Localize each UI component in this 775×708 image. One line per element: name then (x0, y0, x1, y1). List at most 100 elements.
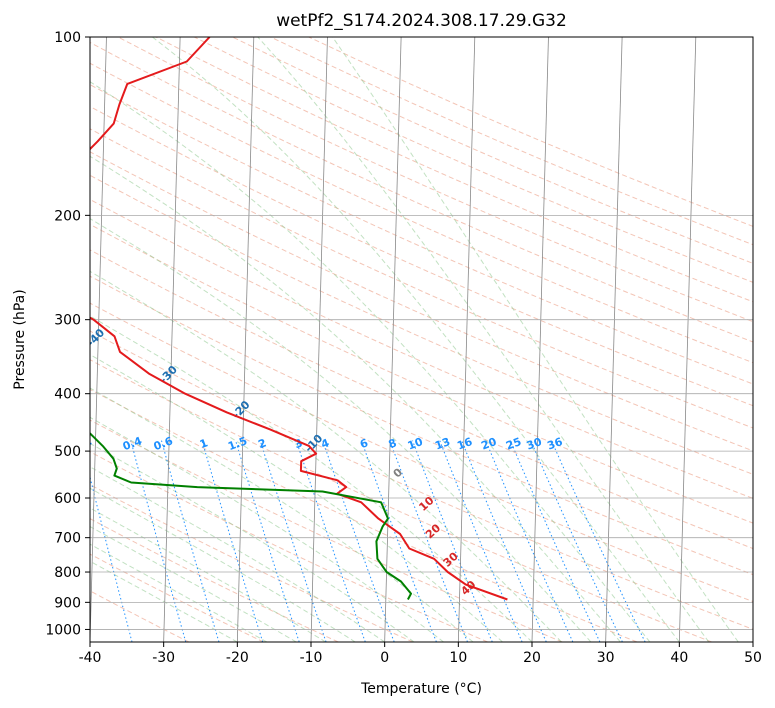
temperature-profile (90, 37, 508, 601)
mixing-ratio-label: 20 (480, 435, 499, 453)
dry-adiabat (116, 37, 753, 323)
moist-adiabat (90, 507, 326, 642)
mixing-ratio-label: 0.1 (24, 434, 47, 453)
dry-adiabat (155, 37, 753, 303)
moist-adiabat (90, 543, 268, 642)
x-tick-label: 0 (380, 650, 389, 666)
x-tick-label: 30 (597, 650, 615, 666)
moist-adiabat (90, 270, 562, 642)
isotherm-line (384, 37, 402, 642)
mixing-ratio-label: 13 (433, 435, 452, 452)
y-tick-label: 300 (54, 313, 81, 329)
mixing-ratio-line (90, 475, 133, 642)
mixing-ratio-line (161, 440, 220, 642)
dry-adiabat (307, 37, 753, 227)
mixing-ratio-label: 3 (293, 436, 305, 451)
moist-adiabat (90, 466, 385, 642)
x-tick-label: 20 (523, 650, 541, 666)
mixing-ratio-line (130, 440, 187, 642)
mixing-ratio-label: 1.5 (226, 434, 249, 453)
y-tick-label: 500 (54, 444, 81, 460)
moist-adiabat (90, 487, 356, 642)
moist-adiabat (90, 525, 297, 642)
dry-adiabat (90, 518, 339, 642)
moist-adiabat (90, 442, 415, 642)
y-tick-label: 200 (54, 208, 81, 224)
x-tick-label: -40 (79, 650, 102, 666)
dry-adiabat (90, 590, 190, 642)
mixing-ratio-line (461, 440, 547, 642)
dry-adiabat (90, 41, 753, 343)
mixing-ratio-label: 0.4 (121, 434, 144, 453)
dry-adiabat (90, 84, 753, 385)
dry-adiabat (269, 37, 753, 246)
isotherm-line (752, 627, 753, 642)
moist-adiabat (90, 560, 238, 642)
isotherm-line (310, 37, 328, 642)
mixing-ratio-line (509, 440, 601, 642)
mixing-ratio-label: 10 (406, 435, 425, 453)
isotherm-line (605, 37, 623, 642)
x-axis-label: Temperature (°C) (360, 681, 482, 697)
y-tick-label: 1000 (45, 622, 81, 638)
dry-adiabat (231, 37, 753, 264)
mixing-ratio-label: 0.2 (71, 434, 94, 453)
y-tick-label: 900 (54, 595, 81, 611)
dry-adiabat (90, 62, 753, 364)
dewpoint-profile (90, 431, 412, 600)
y-tick-label: 800 (54, 565, 81, 581)
mixing-ratio-line (485, 440, 574, 642)
x-tick-label: 50 (744, 650, 762, 666)
moist-adiabat (90, 387, 474, 642)
x-tick-label: -10 (300, 650, 323, 666)
moist-adiabat (90, 81, 651, 642)
mixing-ratio-label: 2 (257, 436, 269, 451)
mixing-ratio-label: 1 (198, 436, 210, 451)
moist-adiabat-label: 20 (423, 521, 443, 541)
mixing-ratio-label: 16 (455, 435, 474, 453)
isotherm-line (90, 37, 107, 642)
mixing-ratio-label: 25 (504, 435, 523, 452)
mixing-ratio-line (550, 440, 646, 642)
moist-adiabat (90, 218, 592, 642)
y-tick-label: 400 (54, 387, 81, 403)
mixing-ratio-label: 36 (545, 435, 564, 453)
dry-adiabat (90, 419, 563, 642)
moist-adiabat (152, 37, 680, 642)
mixing-ratio-label: 30 (525, 435, 544, 453)
isotherm-line (457, 37, 476, 642)
y-axis-label: Pressure (hPa) (12, 289, 28, 389)
mixing-ratio-line (201, 440, 264, 642)
mixing-ratio-line (259, 440, 327, 642)
y-tick-label: 700 (54, 531, 81, 547)
mixing-ratio-label: 4 (319, 436, 331, 451)
isotherm-line (678, 37, 697, 642)
x-tick-label: 40 (670, 650, 688, 666)
dry-adiabat-label: -40 (84, 326, 107, 350)
isotherm-line (236, 37, 255, 642)
dry-adiabat (90, 359, 712, 642)
moist-adiabat (90, 315, 533, 642)
y-tick-label: 600 (54, 491, 81, 507)
y-axis: 100 200 300 400 500 600 700 800 900 1000 (45, 30, 90, 638)
moist-adiabat (332, 37, 739, 642)
x-tick-label: 10 (449, 650, 467, 666)
dry-adiabat-label: -30 (157, 363, 180, 387)
x-tick-label: -30 (152, 650, 175, 666)
dry-adiabat (90, 553, 264, 642)
moist-adiabat (257, 37, 710, 642)
mixing-ratio-labels: 0.1 0.2 0.4 0.6 1 1.5 2 3 4 6 8 10 13 16 20 25 30 36 (24, 434, 565, 453)
dry-adiabat (90, 302, 753, 603)
dry-adiabat (90, 223, 753, 524)
mixing-ratio-line (439, 440, 523, 642)
mixing-ratio-label: 0.6 (152, 434, 175, 453)
plot-frame (89, 36, 754, 643)
x-tick-label: -20 (226, 650, 249, 666)
mixing-ratio-label: 8 (387, 436, 399, 451)
mixing-ratio-label: 6 (358, 436, 370, 451)
isotherm-line (163, 37, 181, 642)
y-tick-label: 100 (54, 30, 81, 46)
plot-area: -100-90-80-70-60-50-40-30-20-100.10.20.4… (24, 37, 753, 642)
